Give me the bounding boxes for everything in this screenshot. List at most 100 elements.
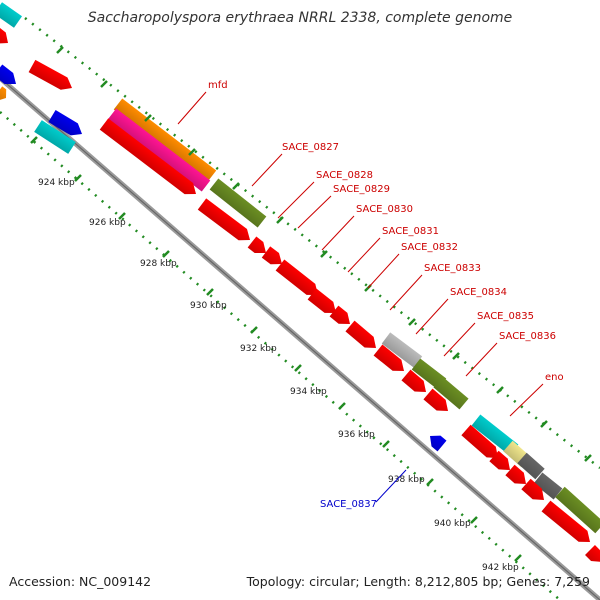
gene-label-leader — [321, 215, 355, 251]
ruler-tick — [320, 250, 328, 258]
gene-label-leader — [415, 298, 449, 335]
ruler-tick — [382, 440, 390, 448]
inner-ruler-line — [0, 111, 561, 600]
gene-label[interactable]: SACE_0830 — [356, 204, 413, 215]
feature-blue-0837[interactable] — [426, 431, 447, 452]
ruler-tick — [496, 386, 504, 394]
feature-blue-left-2[interactable] — [48, 109, 85, 140]
feature-cds-0836[interactable] — [401, 369, 430, 398]
feature-olive-0827[interactable] — [209, 178, 267, 228]
gene-label[interactable]: SACE_0837 — [320, 499, 377, 510]
ruler-tick — [118, 212, 126, 220]
genome-backbone-inner — [0, 77, 600, 600]
ruler-tick — [56, 46, 64, 54]
feature-cyan-left[interactable] — [34, 120, 76, 154]
gene-label[interactable]: SACE_0835 — [477, 311, 534, 322]
feature-cds-r2[interactable] — [505, 464, 530, 490]
feature-rrna-mfd[interactable] — [113, 98, 217, 182]
gene-label[interactable]: SACE_0831 — [382, 226, 439, 237]
gene-label-leader — [277, 181, 315, 219]
feature-trna-mfd[interactable] — [107, 108, 211, 192]
gene-label[interactable]: SACE_0829 — [333, 184, 390, 195]
gene-label-leader — [389, 274, 423, 311]
ruler-tick — [162, 250, 170, 258]
gene-label[interactable]: mfd — [208, 80, 228, 91]
ruler-label: 936 kbp — [338, 430, 375, 440]
ruler-tick — [408, 318, 416, 326]
ruler-label: 938 kbp — [388, 475, 425, 485]
feature-cds-0835[interactable] — [373, 344, 409, 377]
ruler-tick — [250, 326, 258, 334]
gene-label[interactable]: eno — [545, 372, 564, 383]
feature-cds-r1[interactable] — [489, 450, 514, 476]
ruler-label: 928 kbp — [140, 259, 177, 269]
ruler-tick — [338, 402, 346, 410]
feature-cds-r5[interactable] — [585, 545, 600, 567]
feature-dark-2[interactable] — [533, 472, 563, 500]
gene-label-leader — [347, 237, 381, 273]
ruler-tick — [206, 288, 214, 296]
ruler-tick — [470, 516, 478, 524]
ruler-tick — [294, 364, 302, 372]
gene-label-leader — [443, 322, 476, 357]
gene-label-leader — [509, 383, 544, 417]
ruler-label: 926 kbp — [89, 218, 126, 228]
feature-cds-0834[interactable] — [345, 320, 380, 354]
ruler-label: 940 kbp — [434, 519, 471, 529]
feature-gray-0833[interactable] — [381, 332, 423, 368]
feature-cds-0828[interactable] — [197, 198, 254, 245]
ruler-label: 934 kbp — [290, 387, 327, 397]
gene-label-leader — [251, 153, 283, 187]
feature-olive-0834[interactable] — [411, 358, 447, 390]
feature-olive-right[interactable] — [555, 486, 600, 534]
gene-label-leader — [297, 195, 332, 229]
ruler-tick — [426, 478, 434, 486]
gene-label[interactable]: SACE_0836 — [499, 331, 556, 342]
ruler-tick — [232, 182, 240, 190]
ruler-label: 942 kbp — [482, 563, 519, 573]
feature-red-topleft[interactable] — [0, 27, 12, 48]
feature-cds-0831[interactable] — [275, 259, 323, 301]
gene-label-leader — [367, 253, 400, 289]
ruler-tick — [74, 174, 82, 182]
feature-cds-0829[interactable] — [247, 236, 271, 258]
gene-label[interactable]: SACE_0833 — [424, 263, 481, 274]
feature-cds-r3[interactable] — [521, 478, 548, 505]
feature-blue-left[interactable] — [0, 64, 20, 89]
ruler-tick — [452, 352, 460, 360]
feature-cds-mfd[interactable] — [99, 118, 200, 199]
ruler-tick — [514, 554, 522, 562]
gene-label[interactable]: SACE_0834 — [450, 287, 507, 298]
ruler-tick — [100, 80, 108, 88]
ruler-label: 932 kbp — [240, 344, 277, 354]
feature-cds-0832[interactable] — [307, 288, 341, 319]
gene-label[interactable]: SACE_0827 — [282, 142, 339, 153]
ruler-tick — [584, 454, 592, 462]
gene-label-leader — [177, 91, 207, 125]
feature-cds-eno[interactable] — [461, 424, 502, 464]
feature-cds-0830[interactable] — [261, 246, 286, 269]
feature-dark-1[interactable] — [517, 452, 545, 480]
feature-cds-r4[interactable] — [541, 500, 595, 548]
gene-label-leader — [375, 469, 407, 503]
gene-label[interactable]: SACE_0832 — [401, 242, 458, 253]
map-title: Saccharopolyspora erythraea NRRL 2338, c… — [87, 10, 513, 26]
accession-text: Accession: NC_009142 — [9, 574, 152, 589]
feature-orange-left[interactable] — [0, 86, 10, 103]
feature-cyan-topleft[interactable] — [0, 2, 23, 28]
ruler-tick — [188, 148, 196, 156]
ruler-label: 924 kbp — [38, 178, 75, 188]
outer-ruler-line — [24, 17, 600, 469]
feature-cds-0833[interactable] — [329, 305, 355, 330]
feature-cds-0836b[interactable] — [423, 388, 452, 417]
topology-text: Topology: circular; Length: 8,212,805 bp… — [246, 574, 590, 589]
ruler-label: 930 kbp — [190, 301, 227, 311]
feature-cyan-eno[interactable] — [471, 414, 519, 456]
gene-label[interactable]: SACE_0828 — [316, 170, 373, 181]
gene-label-leader — [465, 342, 498, 377]
ruler-tick — [30, 136, 38, 144]
feature-olive-0835[interactable] — [433, 376, 469, 410]
ruler-tick — [144, 114, 152, 122]
feature-red-left-1[interactable] — [28, 59, 76, 94]
